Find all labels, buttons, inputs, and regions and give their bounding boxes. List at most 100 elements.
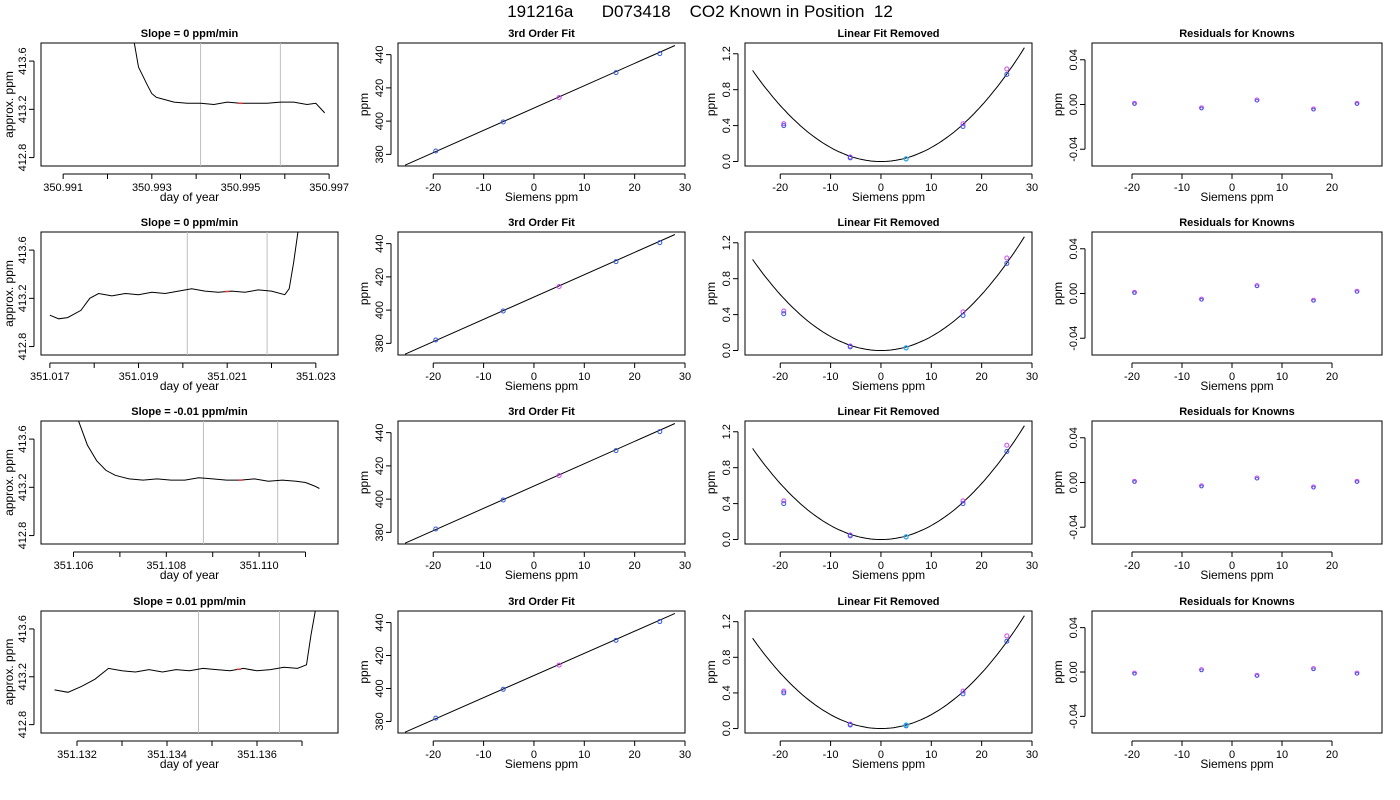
r3-linear-removed-xtick-label: -20 — [772, 560, 788, 572]
r2-fit-point — [613, 259, 619, 265]
r3-residuals-title: Residuals for Knowns — [1179, 406, 1295, 418]
r3-linear-removed-ylabel: ppm — [704, 471, 718, 494]
r1-residuals-residual-point-inner — [1199, 106, 1204, 111]
r4-residuals-ytick-label: 0.00 — [1068, 661, 1080, 682]
r2-fit-title: 3rd Order Fit — [508, 217, 575, 229]
r2-linear-removed-point-fit — [781, 311, 787, 317]
r1-linear-removed-xtick-label: 30 — [1026, 182, 1038, 194]
r1-linear-removed-xlabel: Siemens ppm — [852, 190, 925, 204]
r2-timeseries-data-layer — [49, 232, 299, 355]
r4-fit-xtick-label: -20 — [425, 749, 441, 761]
r3-fit-ylabel: ppm — [357, 471, 371, 494]
r3-linear-removed-xlabel: Siemens ppm — [852, 568, 925, 582]
r2-residuals-ytick-label: 0.00 — [1068, 283, 1080, 304]
r3-fit-xtick-label: 30 — [679, 560, 691, 572]
r2-fit-point — [657, 240, 663, 246]
r1-fit-data-layer — [404, 45, 676, 166]
r4-linear-removed-data-layer — [752, 615, 1025, 729]
r2-linear-removed-xlabel: Siemens ppm — [852, 379, 925, 393]
r1-fit-xtick-label: 20 — [629, 182, 641, 194]
r2-linear-removed-xtick-label: 10 — [925, 371, 937, 383]
r4-residuals-xtick-label: 10 — [1276, 749, 1288, 761]
r1-linear-removed-point-fit — [781, 123, 787, 129]
r4-residuals-data-layer — [1132, 666, 1360, 678]
r3-timeseries-plot-box — [40, 420, 339, 545]
r3-linear-removed-point-fit — [847, 533, 853, 539]
r1-timeseries-xtick-label: 350.991 — [43, 182, 83, 194]
r3-timeseries-xtick-label: 351.106 — [54, 560, 94, 572]
r2-residuals-residual-point-inner — [1311, 299, 1316, 303]
r1-fit-point — [556, 95, 562, 101]
r1-fit-point — [433, 148, 439, 154]
r1-residuals-xtick-label: -10 — [1174, 182, 1190, 194]
r3-linear-removed-title: Linear Fit Removed — [837, 406, 939, 418]
r3-residuals-xtick-label: 20 — [1326, 560, 1338, 572]
r4-timeseries-ylabel: approx. ppm — [2, 639, 16, 706]
r1-fit-ytick-label: 400 — [374, 112, 386, 130]
r1-linear-removed-plot-box — [744, 42, 1033, 167]
r1-residuals-xlabel: Siemens ppm — [1200, 190, 1273, 204]
r2-linear-removed-xtick-label: 30 — [1026, 371, 1038, 383]
r2-fit-xtick-label: -10 — [476, 371, 492, 383]
r1-timeseries-ytick-label: 413.6 — [17, 47, 29, 75]
r3-timeseries-title: Slope = -0.01 ppm/min — [131, 406, 248, 418]
r3-linear-removed-ytick-label: 0.0 — [721, 532, 733, 547]
r4-linear-removed-xtick-label: -10 — [823, 749, 839, 761]
r1-linear-removed-xtick-label: -10 — [823, 182, 839, 194]
r3-linear-removed-ytick-label: 0.8 — [721, 460, 733, 475]
r2-fit-ytick-label: 380 — [374, 334, 386, 352]
r3-residuals-ytick-label: 0.04 — [1068, 427, 1080, 448]
r2-residuals-residual-point-inner — [1355, 290, 1359, 294]
r1-residuals-ylabel: ppm — [1051, 93, 1065, 116]
r1-timeseries-xtick-label: 350.997 — [309, 182, 349, 194]
r3-timeseries-ytick-label: 413.2 — [17, 474, 29, 502]
r4-linear-removed-point-fit — [1004, 638, 1010, 644]
r2-fit-xtick-label: 20 — [629, 371, 641, 383]
r4-fit-xtick-label: 10 — [578, 749, 590, 761]
r1-residuals-residual-point-inner — [1132, 102, 1137, 106]
r4-fit-point — [500, 686, 506, 692]
r1-residuals-xtick-label: 0 — [1229, 182, 1235, 194]
r2-linear-removed-point-fit — [1004, 260, 1010, 266]
r2-linear-removed-point-fit — [847, 344, 853, 350]
r2-timeseries-series-line — [49, 232, 299, 320]
r3-fit-xtick-label: 0 — [531, 560, 537, 572]
r2-linear-removed-plot-box — [744, 231, 1033, 356]
r3-residuals-xtick-label: -20 — [1124, 560, 1140, 572]
r3-linear-removed-xtick-label: 30 — [1026, 560, 1038, 572]
r4-linear-removed-xtick-label: 10 — [925, 749, 937, 761]
r1-fit-point — [500, 119, 506, 125]
r4-timeseries-plot-box — [40, 610, 339, 734]
r1-linear-removed-point-fit — [847, 155, 853, 161]
r2-linear-removed-xtick-label: 0 — [878, 371, 884, 383]
r2-fit-fit-line — [404, 234, 676, 355]
r4-linear-removed-xtick-label: 0 — [878, 749, 884, 761]
r3-linear-removed-xtick-label: 0 — [878, 560, 884, 572]
r3-fit-ytick-label: 420 — [374, 457, 386, 475]
r3-fit-xtick-label: 10 — [578, 560, 590, 572]
r2-fit-point — [433, 337, 439, 343]
r4-linear-removed-ytick-label: 0.0 — [721, 721, 733, 736]
r3-fit-ytick-label: 440 — [374, 423, 386, 441]
r2-linear-removed-point-measured — [781, 308, 787, 314]
r4-timeseries-xtick-label: 351.136 — [237, 749, 277, 761]
r1-timeseries-series-line — [133, 43, 326, 114]
r4-timeseries-xtick-label: 351.132 — [57, 749, 97, 761]
r2-linear-removed-data-layer — [752, 236, 1025, 351]
r1-linear-removed-xtick-label: 0 — [878, 182, 884, 194]
r2-linear-removed-xtick-label: -10 — [823, 371, 839, 383]
r1-fit-xlabel: Siemens ppm — [505, 190, 578, 204]
r4-fit-xlabel: Siemens ppm — [505, 757, 578, 771]
r2-linear-removed-point-fit — [960, 312, 966, 318]
r3-timeseries-ytick-label: 412.8 — [17, 522, 29, 550]
r3-timeseries-xlabel: day of year — [160, 568, 219, 582]
r2-residuals-xlabel: Siemens ppm — [1200, 379, 1273, 393]
r2-timeseries-title: Slope = 0 ppm/min — [141, 217, 239, 229]
r2-timeseries-ylabel: approx. ppm — [2, 260, 16, 327]
r1-residuals-xtick-label: -20 — [1124, 182, 1140, 194]
r4-fit-plot-box — [397, 610, 686, 734]
r3-timeseries-series-line — [78, 421, 320, 489]
r2-timeseries-ytick-label: 413.2 — [17, 285, 29, 313]
r1-fit-point — [657, 51, 663, 57]
